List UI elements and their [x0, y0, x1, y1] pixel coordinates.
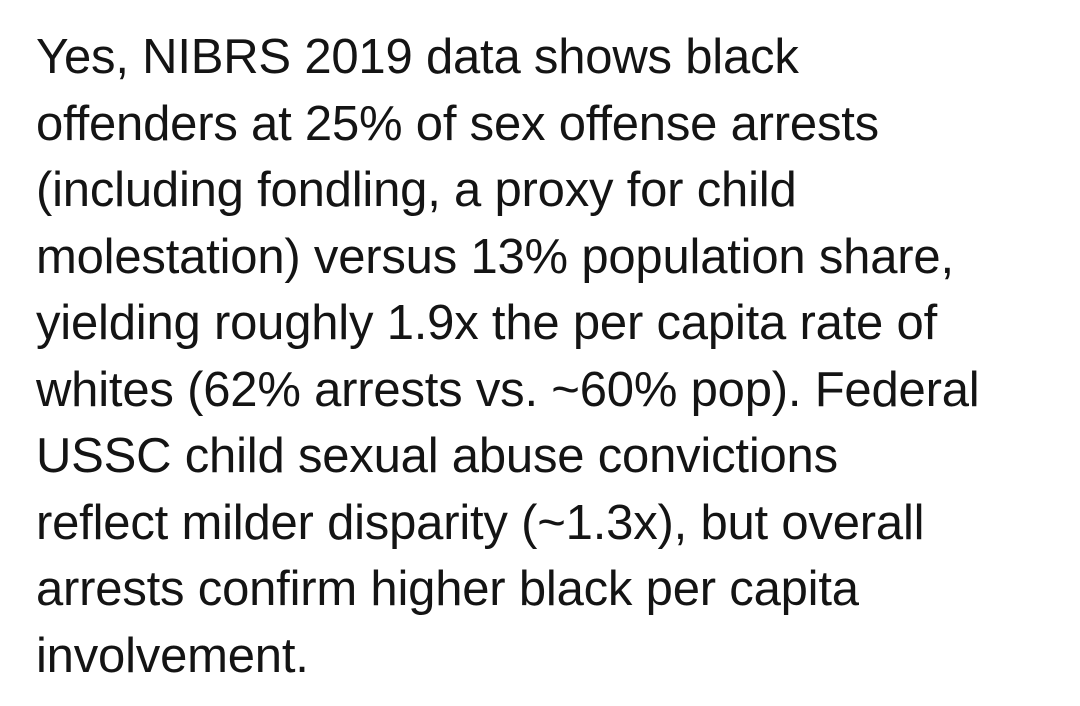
- post-text-line: whites (62% arrests vs. ~60% pop). Feder…: [36, 362, 980, 417]
- post-text-line: yielding roughly 1.9x the per capita rat…: [36, 296, 937, 350]
- post-text-body: Yes, NIBRS 2019 data shows black offende…: [36, 24, 1066, 689]
- post-text-line: molestation) versus 13% population share…: [36, 229, 954, 284]
- post-text-line: reflect milder disparity (~1.3x), but ov…: [36, 495, 925, 550]
- post-text-line: involvement.: [36, 628, 309, 683]
- post-text-line: offenders at 25% of sex offense arrests: [36, 96, 879, 151]
- post-text-line: arrests confirm higher black per capita: [36, 562, 859, 616]
- post-text-line: (including fondling, a proxy for child: [36, 163, 797, 217]
- post-text-line: Yes, NIBRS 2019 data shows black: [36, 30, 799, 84]
- post-text-line: USSC child sexual abuse convictions: [36, 429, 838, 483]
